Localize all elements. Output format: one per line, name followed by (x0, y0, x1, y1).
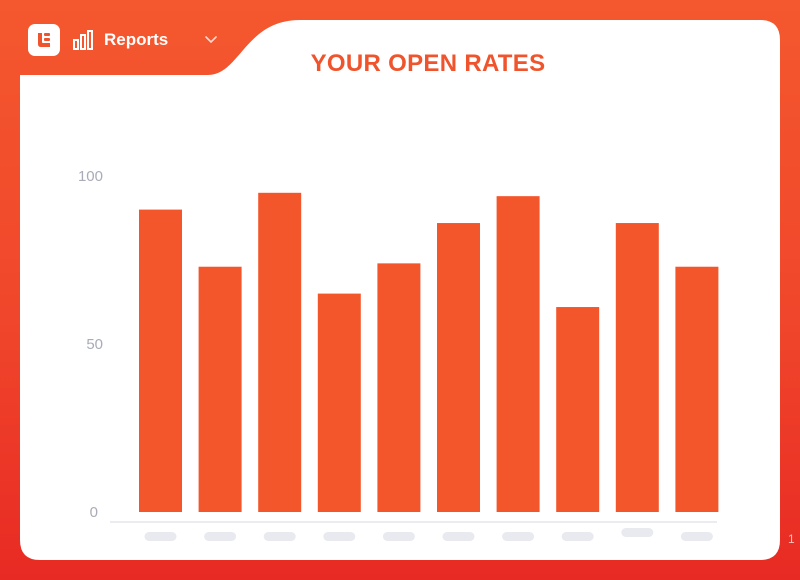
bar[interactable] (377, 263, 421, 512)
x-tick-label-placeholder (621, 528, 654, 537)
y-tick-label: 50 (86, 336, 103, 353)
x-tick-label-placeholder (442, 532, 475, 541)
x-tick-label-placeholder (680, 532, 713, 541)
edge-fragment-text: 1 (788, 532, 795, 546)
bar[interactable] (317, 293, 361, 512)
x-tick-label-placeholder (382, 532, 415, 541)
x-tick-label-placeholder (263, 532, 296, 541)
logo-icon (28, 24, 60, 56)
bar-chart-icon[interactable] (72, 29, 94, 51)
x-tick-label-placeholder (561, 532, 594, 541)
y-tick-label: 100 (78, 168, 103, 185)
bar[interactable] (615, 223, 659, 513)
y-tick-label: 0 (90, 504, 98, 521)
chart-title: YOUR OPEN RATES (310, 50, 546, 77)
bar[interactable] (198, 266, 242, 512)
x-tick-label-placeholder (204, 532, 237, 541)
x-tick-label-placeholder (502, 532, 535, 541)
bar[interactable] (437, 223, 480, 513)
x-tick-label-placeholder (323, 532, 356, 541)
bar[interactable] (675, 266, 719, 512)
chevron-down-icon[interactable] (204, 33, 218, 47)
bar[interactable] (258, 192, 302, 513)
x-tick-label-placeholder (144, 532, 177, 541)
top-nav: Reports (28, 24, 218, 56)
bar[interactable] (139, 209, 182, 512)
bar[interactable] (496, 196, 540, 512)
nav-reports-label[interactable]: Reports (104, 30, 169, 49)
bar[interactable] (556, 307, 600, 512)
